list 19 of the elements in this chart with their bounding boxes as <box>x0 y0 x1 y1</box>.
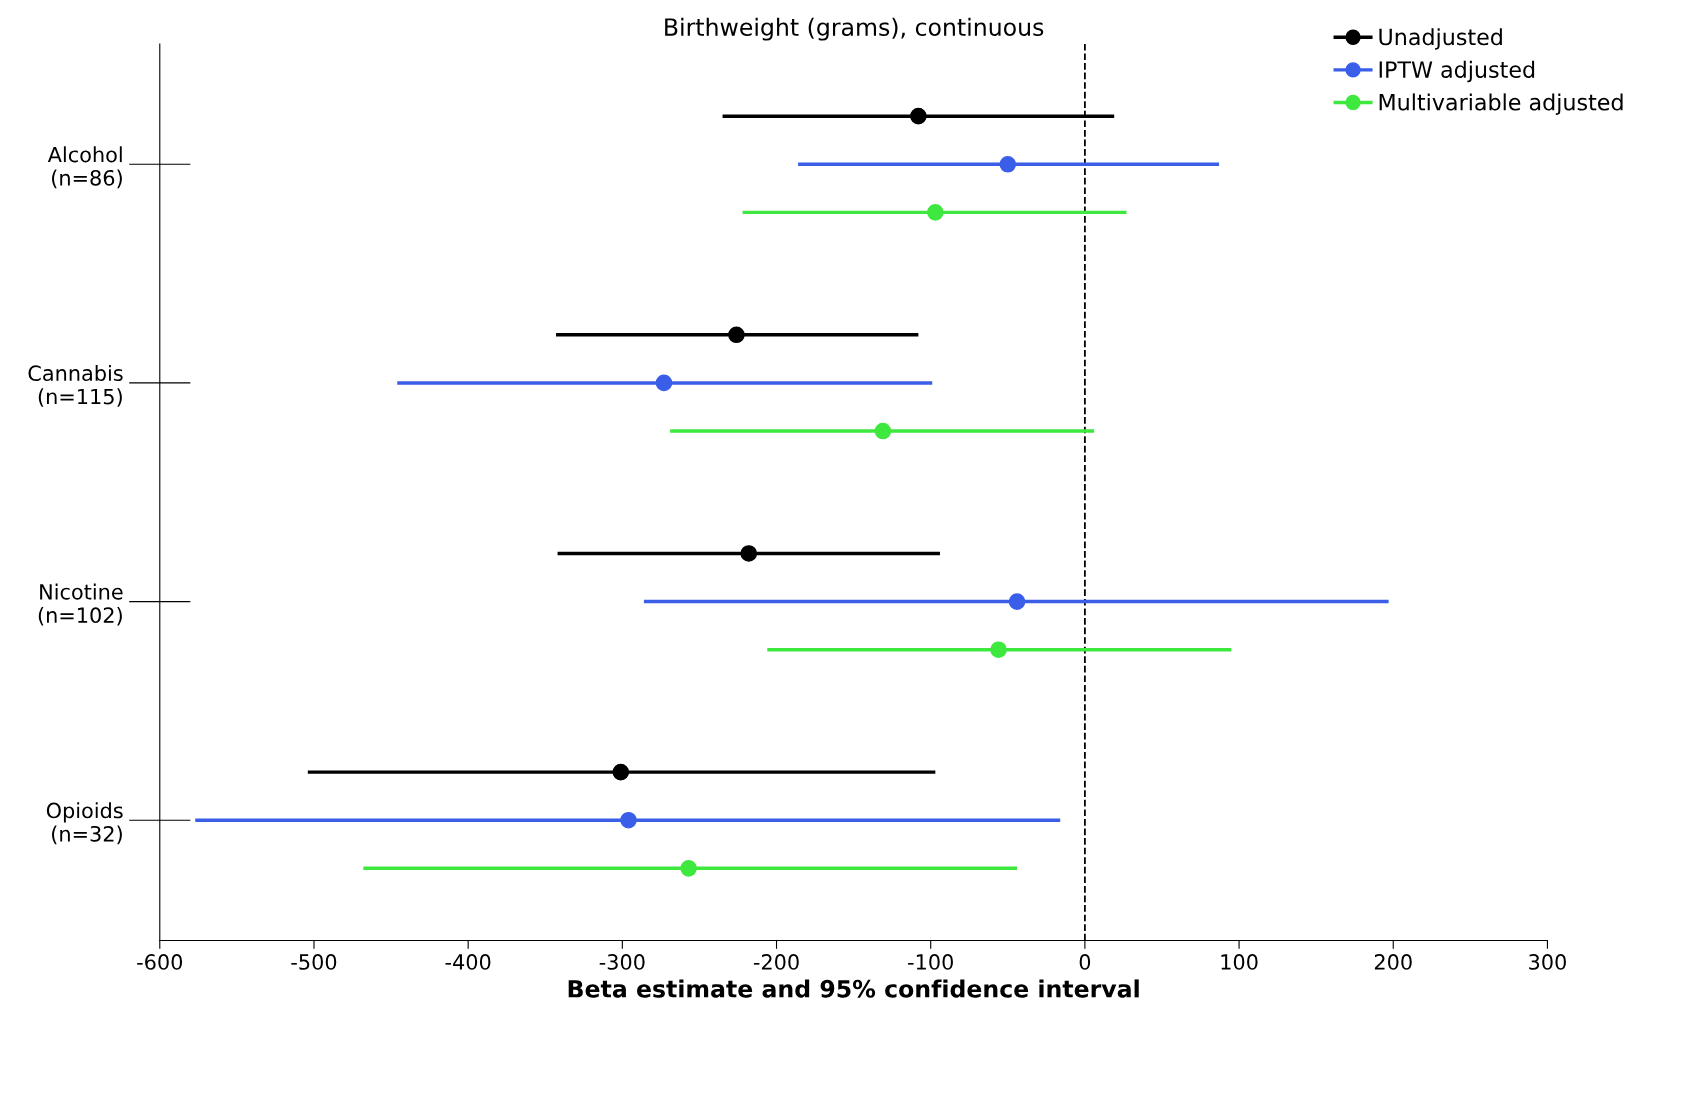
x-tick-label: -200 <box>753 954 799 970</box>
y-tick-label: Nicotine (n=102) <box>38 583 123 626</box>
legend-label: IPTW adjusted <box>1379 60 1535 83</box>
x-tick-label: 0 <box>1079 954 1091 970</box>
x-tick-label: -600 <box>137 954 183 970</box>
x-tick-label: -100 <box>908 954 953 970</box>
legend-label: Multivariable adjusted <box>1379 93 1623 115</box>
y-tick-label: Alcohol (n=86) <box>47 146 122 189</box>
x-tick-label: -300 <box>599 954 645 970</box>
x-tick-label: 300 <box>1529 954 1566 970</box>
x-tick-label: -400 <box>445 954 491 970</box>
x-axis-title: Beta estimate and 95% confidence interval <box>568 979 1139 998</box>
legend-label: Unadjusted <box>1379 28 1502 50</box>
chart-title: Birthweight (grams), continuous <box>665 17 1044 41</box>
x-tick-label: -500 <box>291 954 337 970</box>
x-tick-label: 100 <box>1221 954 1258 970</box>
y-tick-label: Opioids (n=32) <box>46 802 123 845</box>
x-tick-label: 200 <box>1374 954 1412 970</box>
y-tick-label: Cannabis (n=115) <box>28 364 123 407</box>
